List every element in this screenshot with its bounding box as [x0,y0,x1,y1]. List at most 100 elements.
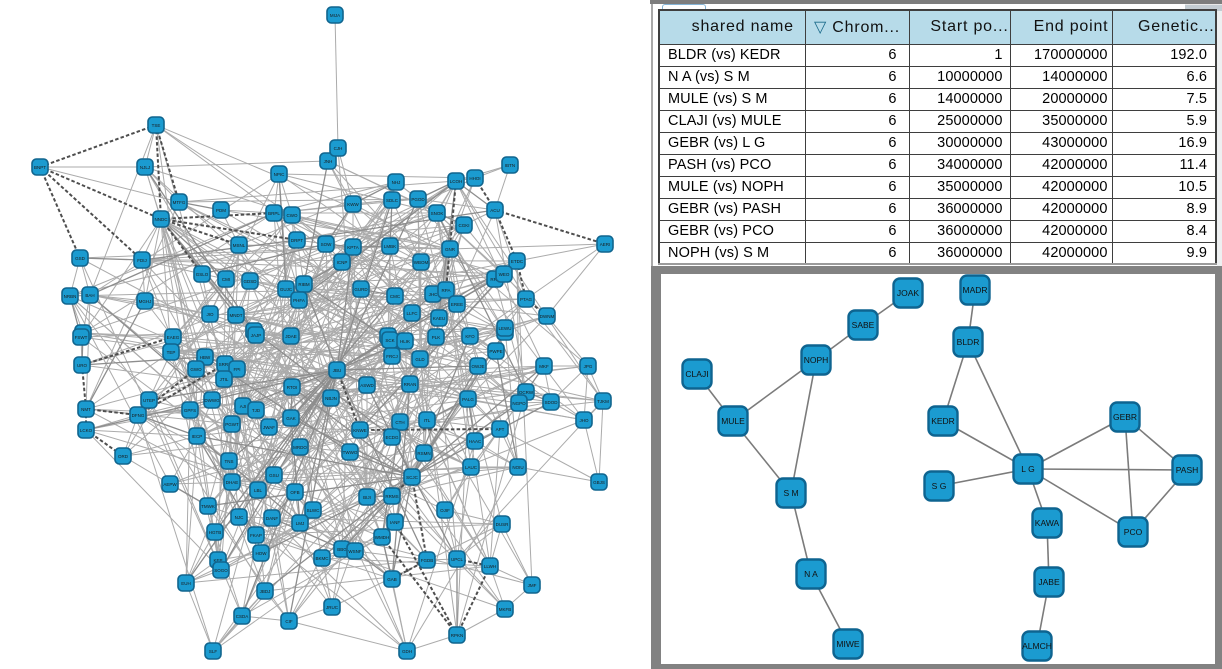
svg-text:LLWH: LLWH [484,564,496,569]
svg-text:JHC: JHC [429,292,438,297]
svg-text:GDH: GDH [402,649,412,654]
svg-text:RTOI: RTOI [287,385,298,390]
svg-text:JWAF: JWAF [263,425,275,430]
svg-text:HLIK: HLIK [400,339,410,344]
svg-text:GSLO: GSLO [196,272,209,277]
svg-text:GAK: GAK [286,416,296,421]
svg-text:EUH: EUH [181,581,191,586]
svg-text:OJIF: OJIF [440,508,450,513]
svg-text:HGTB: HGTB [209,530,222,535]
svg-text:FGDB: FGDB [421,558,434,563]
svg-text:RRT: RRT [490,277,499,282]
svg-text:NOIU: NOIU [512,465,523,470]
svg-text:CJH: CJH [334,146,343,151]
svg-text:PDM: PDM [216,208,226,213]
svg-text:OCRW: OCRW [519,390,534,395]
svg-text:PGWT: PGWT [225,422,239,427]
svg-text:S M: S M [783,488,798,498]
svg-text:LAUC: LAUC [465,465,478,470]
svg-text:BBG: BBG [337,547,347,552]
svg-text:ASWD: ASWD [360,383,374,388]
svg-text:FKAP: FKAP [250,533,262,538]
svg-text:MGHJ: MGHJ [139,299,152,304]
svg-text:OWJE: OWJE [472,364,485,369]
svg-text:RSMN: RSMN [417,451,430,456]
svg-text:GBJS: GBJS [593,480,605,485]
svg-text:WSNF: WSNF [348,549,361,554]
svg-text:DWNM: DWNM [540,314,555,319]
svg-text:IBTN: IBTN [505,163,515,168]
svg-text:MKFB: MKFB [499,607,512,612]
svg-text:SOGO: SOGO [214,568,228,573]
svg-text:EREE: EREE [451,302,463,307]
svg-text:AERI: AERI [600,242,611,247]
svg-text:KEP: KEP [213,558,222,563]
svg-text:AEPW: AEPW [163,482,177,487]
svg-text:SRRR: SRRR [219,362,233,367]
svg-text:SCJC: SCJC [406,475,419,480]
svg-text:FDIJ: FDIJ [137,258,147,263]
svg-text:NJLJ: NJLJ [140,165,150,170]
svg-text:GSU: GSU [269,473,279,478]
svg-text:URO: URO [77,363,87,368]
svg-text:CTH: CTH [395,420,404,425]
svg-text:MADR: MADR [962,285,987,295]
svg-text:RIBM: RIBM [298,282,310,287]
svg-text:SNOK: SNOK [431,211,444,216]
svg-text:NGPO: NGPO [512,401,526,406]
svg-text:ALMCH: ALMCH [1022,641,1052,651]
svg-text:MKF: MKF [539,364,549,369]
svg-text:MIWE: MIWE [836,639,859,649]
svg-text:BIJI: BIJI [363,495,371,500]
svg-text:RRMS: RRMS [385,494,398,499]
svg-text:ICNP: ICNP [337,260,348,265]
svg-text:KAEU: KAEU [433,316,445,321]
svg-text:N A: N A [804,569,818,579]
svg-text:HBW: HBW [200,355,211,360]
svg-text:TEP: TEP [167,350,176,355]
svg-text:NHJ: NHJ [392,180,401,185]
svg-text:RRAN: RRAN [404,382,417,387]
svg-text:OFB: OFB [290,490,299,495]
svg-text:HAAC: HAAC [469,439,482,444]
svg-text:PTAG: PTAG [520,297,532,302]
svg-text:PCO: PCO [1124,527,1143,537]
svg-text:SDLC: SDLC [386,198,399,203]
svg-text:JTIL: JTIL [220,377,229,382]
svg-text:PALG: PALG [462,397,474,402]
svg-text:JIO: JIO [206,312,214,317]
svg-text:TMWK: TMWK [201,504,215,509]
svg-text:TJKM: TJKM [597,399,609,404]
svg-text:CMI: CMI [222,277,230,282]
svg-text:GEBR: GEBR [1113,412,1137,422]
svg-text:TWWO: TWWO [343,450,358,455]
svg-text:SCK: SCK [385,338,394,343]
svg-text:KWW: KWW [347,202,359,207]
svg-text:NRBN: NRBN [64,294,77,299]
svg-text:HHOI: HHOI [469,176,480,181]
svg-text:GSD: GSD [75,256,86,261]
svg-text:CWO: CWO [287,213,298,218]
svg-text:CGKI: CGKI [458,223,469,228]
svg-text:JDAE: JDAE [285,334,297,339]
svg-text:MTFG: MTFG [173,200,186,205]
svg-text:GNR: GNR [445,247,456,252]
svg-text:AJI: AJI [240,404,247,409]
svg-text:RPKN: RPKN [451,633,464,638]
svg-text:IANF: IANF [390,520,401,525]
svg-text:KAWA: KAWA [1035,518,1060,528]
svg-text:SDOD: SDOD [544,400,558,405]
svg-text:JMF: JMF [528,583,537,588]
svg-text:MSNL: MSNL [233,243,246,248]
svg-text:LBL: LBL [254,488,263,493]
svg-text:NPIC: NPIC [274,172,286,177]
svg-text:PLK: PLK [432,335,441,340]
svg-text:PGOD: PGOD [411,197,425,202]
svg-text:GURD: GURD [354,287,368,292]
svg-text:PHFA: PHFA [293,298,305,303]
svg-text:WBOM: WBOM [414,260,429,265]
svg-text:JAJP: JAJP [251,333,262,338]
svg-text:LCKO: LCKO [80,428,93,433]
svg-text:TNS: TNS [225,459,234,464]
svg-text:HOW: HOW [256,551,268,556]
